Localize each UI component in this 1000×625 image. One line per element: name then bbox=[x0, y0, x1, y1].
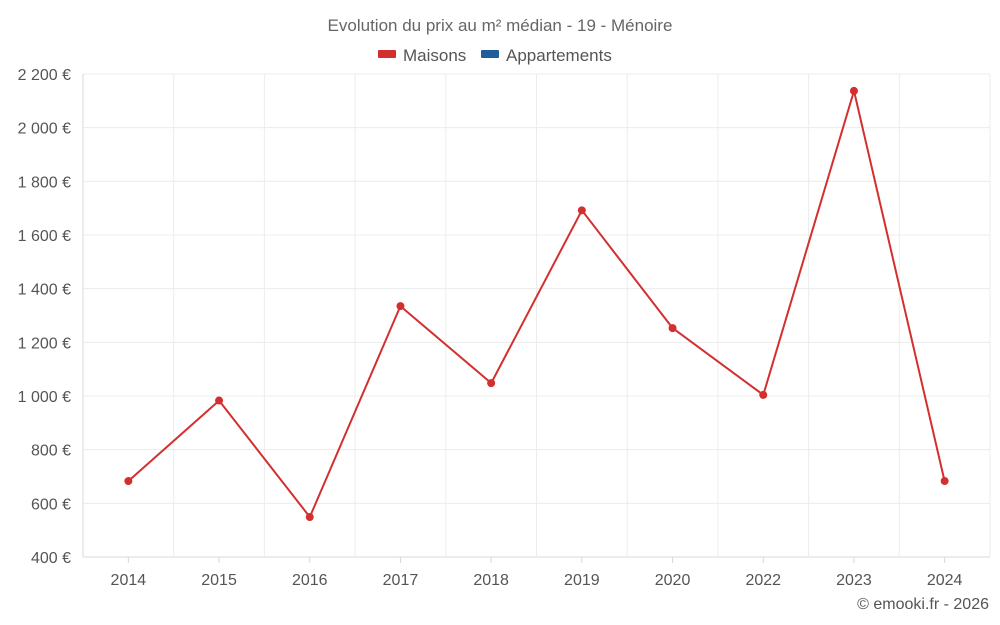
series-maisons bbox=[124, 86, 949, 522]
data-point-maisons-2022[interactable] bbox=[759, 390, 768, 399]
data-point-maisons-2020[interactable] bbox=[668, 324, 677, 333]
data-point-maisons-2016[interactable] bbox=[305, 513, 314, 522]
grid bbox=[82, 73, 991, 558]
y-tick-label: 1 600 € bbox=[18, 228, 71, 245]
y-tick-label: 400 € bbox=[31, 550, 71, 567]
data-point-maisons-2018[interactable] bbox=[487, 379, 496, 388]
data-point-maisons-2023[interactable] bbox=[849, 86, 858, 95]
chart-title: Evolution du prix au m² médian - 19 - Mé… bbox=[328, 16, 673, 35]
data-point-maisons-2019[interactable] bbox=[577, 206, 586, 215]
credit-text: © emooki.fr - 2026 bbox=[857, 596, 989, 613]
y-tick-label: 1 800 € bbox=[18, 174, 71, 191]
y-tick-label: 600 € bbox=[31, 496, 71, 513]
legend: Maisons Appartements bbox=[378, 46, 612, 65]
y-tick-label: 1 000 € bbox=[18, 389, 71, 406]
legend-swatch-maisons bbox=[378, 50, 396, 58]
data-point-maisons-2015[interactable] bbox=[215, 396, 224, 405]
y-tick-label: 1 400 € bbox=[18, 282, 71, 299]
x-tick-label: 2016 bbox=[292, 572, 328, 589]
legend-label-maisons: Maisons bbox=[403, 46, 466, 65]
legend-swatch-appartements bbox=[481, 50, 499, 58]
x-tick-label: 2024 bbox=[927, 572, 963, 589]
x-tick-label: 2018 bbox=[473, 572, 509, 589]
x-tick-label: 2023 bbox=[836, 572, 872, 589]
y-tick-label: 2 200 € bbox=[18, 67, 71, 84]
y-axis-ticks: 400 € 600 € 800 € 1 000 € 1 200 € 1 400 € 1 60… bbox=[18, 67, 71, 567]
y-tick-label: 2 000 € bbox=[18, 121, 71, 138]
series-line-maisons bbox=[127, 89, 946, 518]
x-tick-label: 2014 bbox=[111, 572, 147, 589]
data-point-maisons-2024[interactable] bbox=[940, 477, 949, 486]
legend-item-maisons[interactable]: Maisons bbox=[378, 46, 466, 65]
x-tick-label: 2017 bbox=[383, 572, 419, 589]
x-tick-label: 2019 bbox=[564, 572, 600, 589]
x-tick-label: 2022 bbox=[745, 572, 781, 589]
x-tick-label: 2020 bbox=[655, 572, 691, 589]
legend-label-appartements: Appartements bbox=[506, 46, 612, 65]
y-tick-label: 800 € bbox=[31, 443, 71, 460]
data-point-maisons-2014[interactable] bbox=[124, 477, 133, 486]
x-tick-label: 2015 bbox=[201, 572, 237, 589]
y-tick-label: 1 200 € bbox=[18, 335, 71, 352]
legend-item-appartements[interactable]: Appartements bbox=[481, 46, 612, 65]
data-point-maisons-2017[interactable] bbox=[396, 302, 405, 311]
x-axis-ticks: 2014 2015 2016 2017 2018 2019 2020 2022 2023 2024 bbox=[111, 557, 963, 589]
